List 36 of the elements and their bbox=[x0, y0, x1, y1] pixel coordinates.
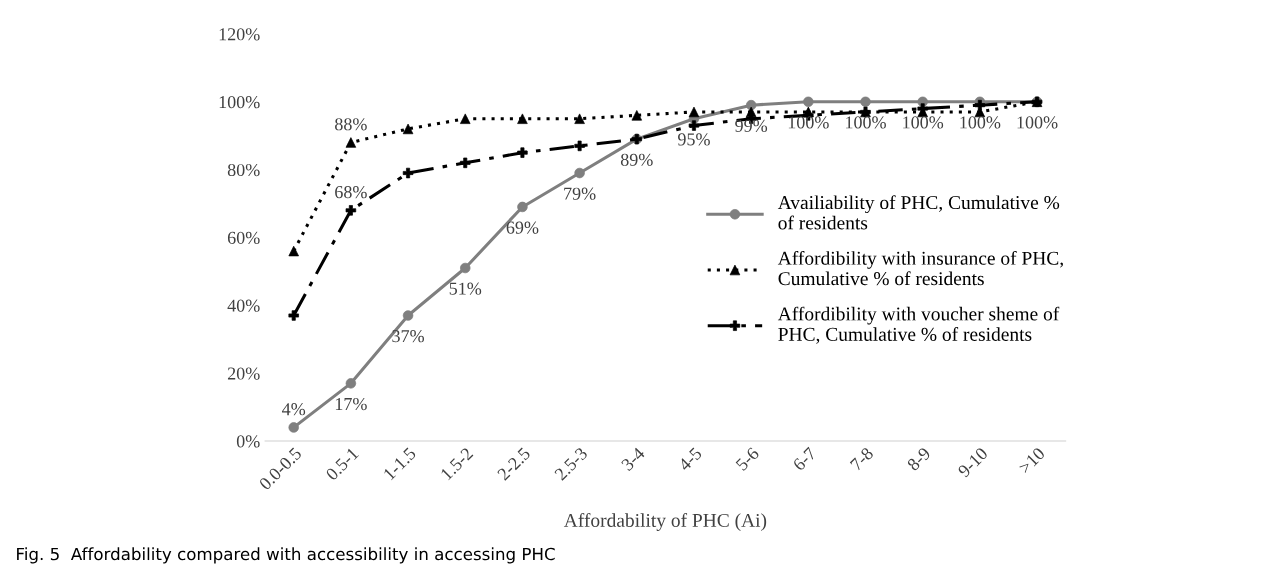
y-tick-label: 120% bbox=[219, 28, 260, 41]
x-tick-label: 6-7 bbox=[792, 446, 817, 472]
data-label: 99% bbox=[735, 119, 768, 132]
data-label: 100% bbox=[903, 116, 944, 129]
y-tick-label: 100% bbox=[219, 96, 260, 109]
caption: Fig. 5 Affordability compared with accessibility in accessing PHC bbox=[17, 547, 555, 564]
x-tick-label: 5-6 bbox=[735, 446, 760, 472]
y-tick-label: 20% bbox=[227, 367, 260, 380]
x-tick-label: 8-9 bbox=[906, 446, 932, 472]
data-label: 100% bbox=[1017, 116, 1058, 129]
x-tick-label: 7-8 bbox=[849, 446, 875, 472]
data-label: 95% bbox=[678, 133, 710, 146]
data-label: 100% bbox=[846, 116, 886, 129]
data-label: 100% bbox=[788, 116, 829, 129]
x-tick-label: 9-10 bbox=[957, 446, 989, 478]
x-tick-label: 4-5 bbox=[677, 446, 703, 472]
x-tick-label: >10 bbox=[1018, 446, 1046, 475]
data-label: 37% bbox=[392, 330, 424, 343]
data-label: 51% bbox=[449, 282, 482, 295]
legend-label: Affordibility with voucher sheme of PHC, Cumulative % of residents bbox=[777, 306, 1060, 344]
y-tick-label: 60% bbox=[227, 231, 260, 244]
data-label: 100% bbox=[960, 116, 1001, 129]
y-tick-label: 80% bbox=[227, 163, 260, 177]
legend-label: Availiability of PHC, Cumulative % of residents bbox=[777, 195, 1060, 230]
x-tick-label: 3-4 bbox=[620, 446, 646, 472]
data-label: 17% bbox=[335, 397, 367, 411]
data-label: 4% bbox=[282, 403, 306, 416]
data-label: 69% bbox=[506, 221, 539, 234]
data-label: 79% bbox=[564, 187, 596, 200]
y-tick-label: 40% bbox=[227, 299, 260, 312]
legend-label: Affordibility with insurance of PHC, Cumulative % of residents bbox=[777, 250, 1063, 286]
data-label: 68% bbox=[335, 186, 367, 199]
y-tick-label: 0% bbox=[236, 435, 260, 448]
x-axis-title: Affordability of PHC (Ai) bbox=[563, 513, 767, 531]
data-label: 89% bbox=[620, 153, 653, 166]
data-label: 88% bbox=[335, 118, 367, 131]
